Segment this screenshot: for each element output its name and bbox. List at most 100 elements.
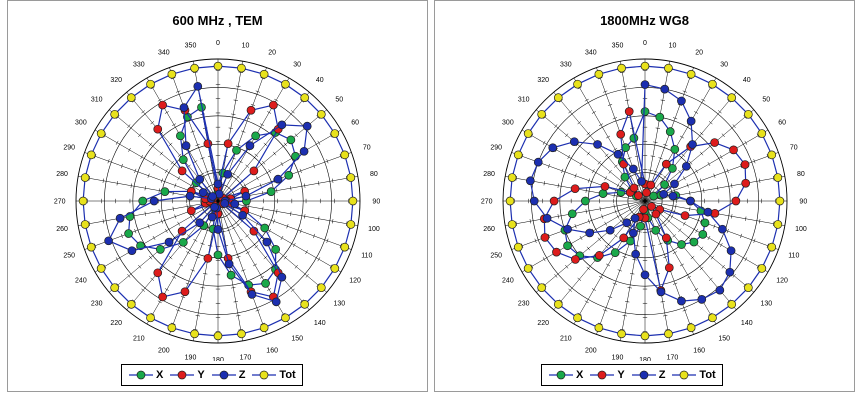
data-point [651,226,661,235]
data-point [616,129,626,139]
data-point [259,69,269,79]
grid-tick [745,216,747,221]
data-point [743,109,753,119]
legend-item-z: Z [631,369,665,381]
data-point [302,121,312,131]
data-point [80,173,90,182]
data-point [731,196,741,206]
grid-tick [585,188,587,193]
angle-tick-label: 260 [483,226,495,233]
grid-tick [690,255,695,260]
data-point [273,174,283,184]
data-point [636,221,645,231]
grid-tick [152,162,156,167]
grid-tick [186,204,188,209]
angle-tick-label: 110 [361,253,372,260]
angle-tick-label: 150 [291,336,303,343]
grid-tick [185,282,191,285]
angle-tick-label: 40 [743,77,751,84]
grid-tick [304,214,306,219]
data-point [529,196,539,206]
data-point [594,69,604,79]
grid-tick [158,209,160,214]
grid-tick [160,219,163,224]
grid-tick [613,193,615,198]
legend-dot [556,370,566,380]
grid-tick [574,173,577,178]
grid-tick [231,226,236,230]
grid-spoke [644,77,717,202]
grid-tick [682,309,687,312]
grid-tick [280,162,284,167]
data-point [757,129,767,138]
grid-tick [753,238,756,243]
data-point [176,131,185,141]
data-point [585,228,595,238]
grid-tick [168,142,173,147]
data-point [743,283,753,293]
data-point [251,131,260,141]
angle-tick-label: 110 [788,253,799,260]
grid-tick [629,127,635,129]
grid-tick [653,141,658,143]
grid-tick [617,269,622,272]
angle-tick-label: 200 [158,347,170,354]
legend-item-tot: Tot [251,369,296,381]
grid-tick [699,246,704,251]
data-point [513,150,523,160]
legend-marker-z [631,370,656,380]
angle-tick-label: 0 [216,40,220,47]
grid-tick [165,228,168,233]
grid-tick [586,131,591,136]
grid-tick [171,275,177,279]
data-point [624,107,634,116]
data-point [284,170,294,180]
angle-tick-label: 320 [537,77,549,84]
grid-tick [276,188,278,193]
data-point [767,242,777,252]
grid-spoke [644,176,785,202]
data-point [642,188,651,197]
data-point [146,313,155,323]
data-point [232,145,241,155]
data-point [223,139,233,149]
data-point [537,283,547,293]
data-point [164,237,174,247]
data-point [593,140,602,149]
grid-tick [612,282,618,285]
angle-tick-label: 130 [333,300,345,307]
angle-tick-label: 180 [212,357,224,361]
grid-tick [689,206,691,212]
grid-tick [719,242,723,248]
grid-tick [587,178,590,183]
grid-tick [102,219,104,224]
data-point [670,179,679,189]
data-point [213,61,223,71]
data-point [237,63,246,73]
grid-tick [681,153,686,157]
grid-tick [245,117,251,120]
angle-tick-label: 80 [797,171,805,178]
grid-tick [299,228,302,234]
grid-tick [622,256,627,259]
data-point [640,331,650,341]
grid-tick [268,228,271,233]
data-point [563,241,572,251]
grid-tick [276,209,278,214]
grid-tick [667,219,671,223]
data-point [271,297,281,307]
grid-tick [130,183,132,188]
angle-tick-label: 330 [133,61,145,68]
grid-tick [679,135,684,139]
data-point [656,287,666,297]
data-point [639,205,648,214]
legend-dot [597,370,607,380]
grid-tick [686,183,689,188]
grid-tick [233,99,238,101]
legend-marker-y [170,370,195,380]
grid-tick [148,255,153,260]
data-point [647,202,656,211]
grid-tick [585,209,587,214]
grid-tick [695,228,698,233]
grid-tick [708,277,713,281]
